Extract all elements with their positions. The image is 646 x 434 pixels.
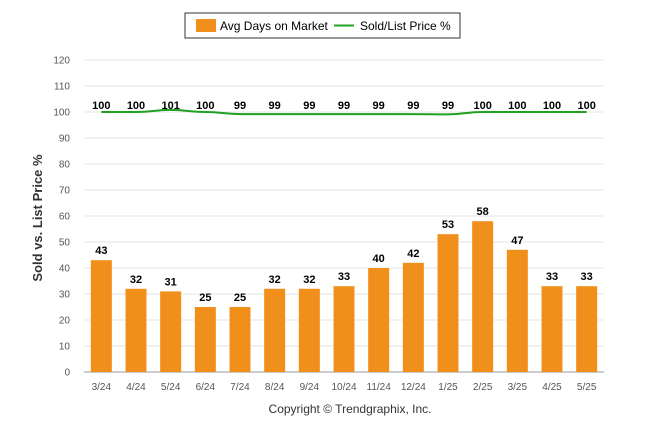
x-tick-label: 3/24 xyxy=(92,382,112,393)
x-tick-label: 11/24 xyxy=(367,382,392,393)
bar-value-label: 33 xyxy=(581,271,593,283)
x-tick-label: 4/25 xyxy=(542,382,562,393)
x-tick-label: 4/24 xyxy=(126,382,146,393)
bar-value-label: 25 xyxy=(199,292,211,304)
x-tick-label: 8/24 xyxy=(265,382,285,393)
y-tick-label: 10 xyxy=(59,342,71,353)
line-series xyxy=(101,108,587,116)
bar-value-label: 31 xyxy=(165,276,177,288)
x-tick-label: 1/25 xyxy=(438,382,458,393)
legend: Avg Days on Market Sold/List Price % xyxy=(184,12,461,39)
bar xyxy=(229,307,251,372)
copyright: Copyright © Trendgraphix, Inc. xyxy=(269,402,432,416)
bar-value-label: 58 xyxy=(477,206,489,218)
line-value-label: 100 xyxy=(543,100,561,112)
bar-value-label: 33 xyxy=(546,271,558,283)
y-tick-label: 60 xyxy=(59,212,71,223)
y-tick-label: 20 xyxy=(59,316,71,327)
line-value-label: 99 xyxy=(373,100,385,112)
bar-value-label: 43 xyxy=(95,245,107,257)
bar-value-label: 25 xyxy=(234,292,246,304)
bar-value-label: 33 xyxy=(338,271,350,283)
line-value-label: 99 xyxy=(269,100,281,112)
x-tick-label: 9/24 xyxy=(300,382,320,393)
bar xyxy=(541,286,563,372)
y-tick-label: 80 xyxy=(59,160,71,171)
line-value-label: 99 xyxy=(407,100,419,112)
y-tick-label: 120 xyxy=(53,56,70,67)
bar xyxy=(402,262,424,372)
y-tick-label: 70 xyxy=(59,186,71,197)
bar xyxy=(194,307,216,372)
y-tick-label: 50 xyxy=(59,238,71,249)
line-value-label: 100 xyxy=(92,100,110,112)
bar-value-label: 32 xyxy=(130,274,142,286)
legend-item-line: Sold/List Price % xyxy=(360,19,451,33)
y-tick-label: 90 xyxy=(59,134,71,145)
x-tick-label: 5/24 xyxy=(161,382,181,393)
legend-box xyxy=(184,12,461,39)
bar-value-label: 42 xyxy=(407,248,419,260)
line-value-label: 100 xyxy=(127,100,145,112)
bar-value-label: 32 xyxy=(269,274,281,286)
y-tick-label: 100 xyxy=(53,108,70,119)
y-axis-label: Sold vs. List Price % xyxy=(30,154,45,282)
bar-value-label: 40 xyxy=(373,253,385,265)
x-tick-label: 7/24 xyxy=(230,382,250,393)
line-value-label: 100 xyxy=(508,100,526,112)
bar xyxy=(506,249,528,372)
line-path xyxy=(101,108,587,116)
x-tick-label: 12/24 xyxy=(401,382,426,393)
x-tick-label: 3/25 xyxy=(508,382,528,393)
line-value-label: 99 xyxy=(338,100,350,112)
line-value-label: 99 xyxy=(442,100,454,112)
x-tick-label: 10/24 xyxy=(331,382,356,393)
bar xyxy=(264,288,286,372)
y-tick-label: 0 xyxy=(64,368,70,379)
bar-series xyxy=(90,221,598,372)
data-labels: 43 32 31 25 25 32 32 33 40 42 53 58 47 33 33 100 100 101 1… xyxy=(92,100,596,304)
y-tick-label: 40 xyxy=(59,264,71,275)
bar-value-label: 47 xyxy=(511,235,523,247)
line-value-label: 99 xyxy=(234,100,246,112)
bar xyxy=(576,286,598,372)
line-value-label: 101 xyxy=(161,100,179,112)
bar xyxy=(90,260,112,372)
line-value-label: 100 xyxy=(577,100,595,112)
bar-value-label: 32 xyxy=(303,274,315,286)
bar xyxy=(125,288,147,372)
y-tick-label: 30 xyxy=(59,290,71,301)
legend-swatch-bar xyxy=(196,19,216,32)
y-tick-label: 110 xyxy=(54,82,70,93)
bar xyxy=(298,288,320,372)
legend-item-bar: Avg Days on Market xyxy=(220,19,328,33)
bar xyxy=(472,221,494,372)
line-value-label: 100 xyxy=(196,100,214,112)
bar xyxy=(368,268,390,372)
line-value-label: 100 xyxy=(473,100,491,112)
bar xyxy=(160,291,182,372)
line-value-label: 99 xyxy=(303,100,315,112)
x-tick-label: 6/24 xyxy=(196,382,216,393)
bar xyxy=(333,286,355,372)
x-tick-label: 2/25 xyxy=(473,382,493,393)
axes: 0 10 20 30 40 50 60 70 80 90 100 110 120 3/24 4/24 5/24… xyxy=(53,56,597,394)
bar xyxy=(437,234,459,372)
x-tick-label: 5/25 xyxy=(577,382,597,393)
bar-value-label: 53 xyxy=(442,219,454,231)
